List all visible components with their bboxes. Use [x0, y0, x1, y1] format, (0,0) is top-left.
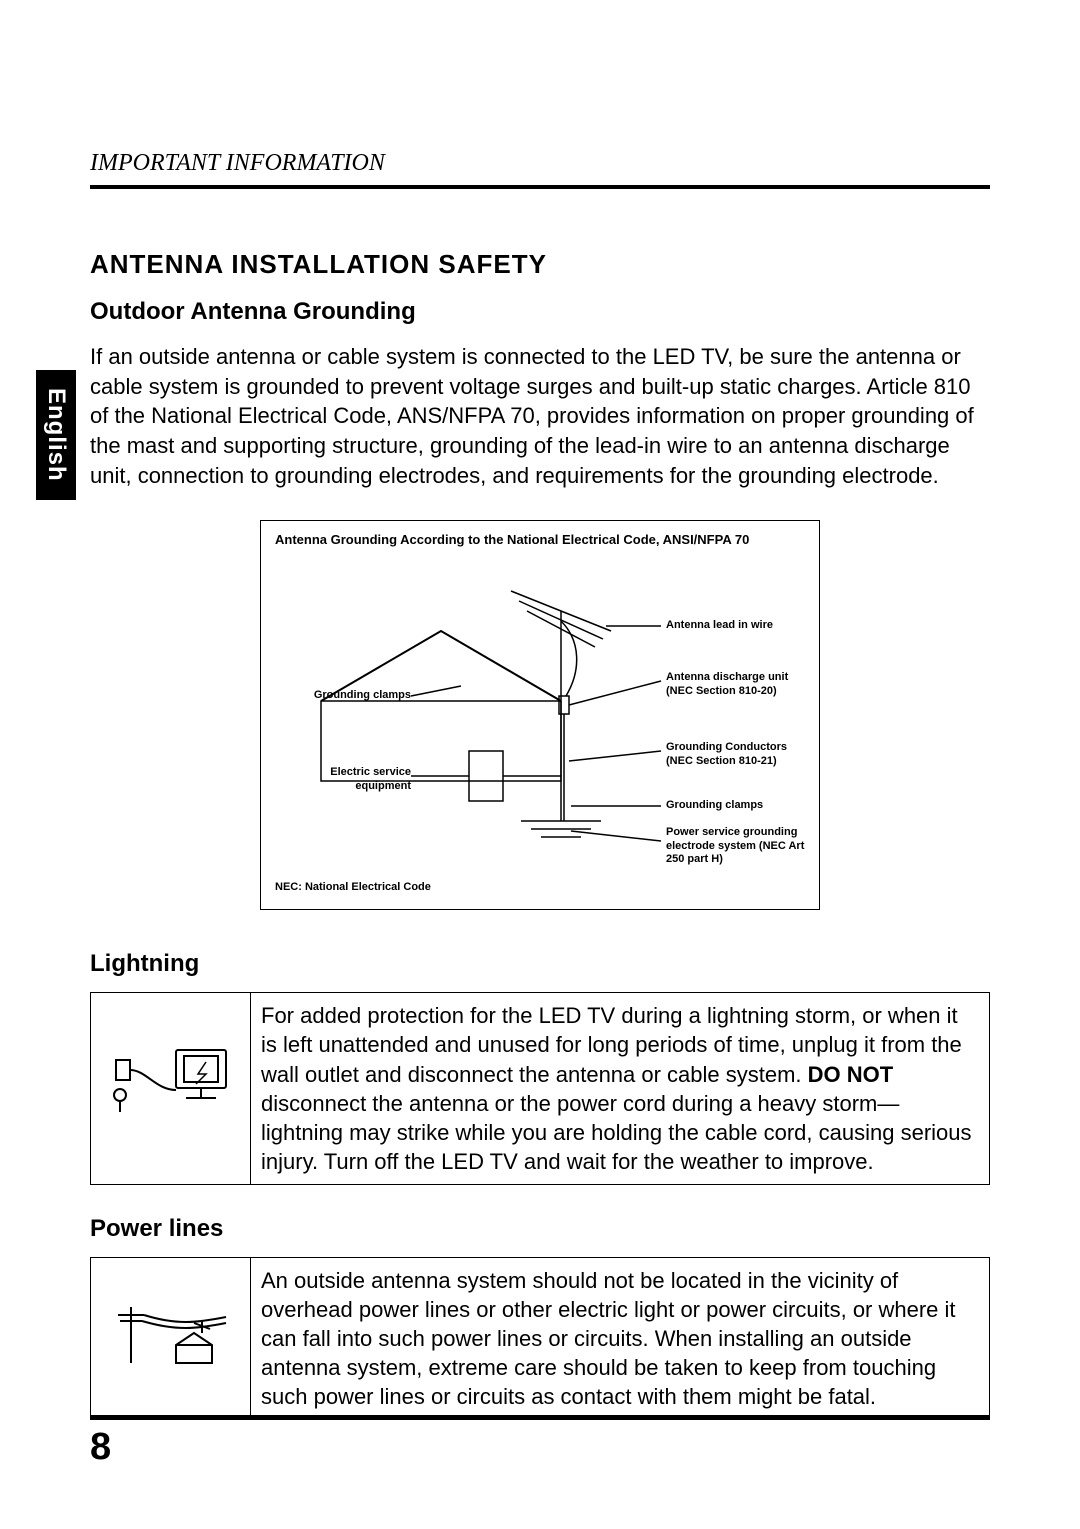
powerlines-title: Power lines [90, 1215, 990, 1243]
antenna-section-title: ANTENNA INSTALLATION SAFETY [90, 249, 990, 280]
lbl-power-service: Power service grounding electrode system… [666, 826, 816, 866]
antenna-body: If an outside antenna or cable system is… [90, 342, 990, 490]
lbl-gnd-clamps-right: Grounding clamps [666, 799, 763, 812]
header-rule [90, 185, 990, 189]
lbl-discharge: Antenna discharge unit (NEC Section 810-… [666, 671, 806, 697]
powerlines-text-cell: An outside antenna system should not be … [251, 1257, 990, 1419]
powerlines-text: An outside antenna system should not be … [261, 1268, 956, 1409]
lightning-icon-cell [91, 993, 251, 1184]
lightning-text-after: disconnect the antenna or the power cord… [261, 1091, 972, 1174]
lbl-lead-in: Antenna lead in wire [666, 619, 773, 632]
lightning-text-cell: For added protection for the LED TV duri… [251, 993, 990, 1184]
footer-rule [90, 1415, 990, 1419]
lightning-table: For added protection for the LED TV duri… [90, 992, 990, 1184]
page: English IMPORTANT INFORMATION ANTENNA IN… [0, 0, 1080, 1529]
lbl-nec: NEC: National Electrical Code [275, 881, 431, 894]
powerlines-icon [106, 1295, 236, 1375]
powerlines-table: An outside antenna system should not be … [90, 1257, 990, 1420]
powerlines-icon-cell [91, 1257, 251, 1419]
diagram-wrap: Antenna Grounding According to the Natio… [90, 520, 990, 910]
antenna-sub-title: Outdoor Antenna Grounding [90, 298, 990, 326]
header-title: IMPORTANT INFORMATION [90, 150, 990, 177]
lightning-title: Lightning [90, 950, 990, 978]
page-number: 8 [90, 1426, 111, 1469]
lbl-electric-service: Electric service equipment [311, 766, 411, 792]
language-tab: English [36, 370, 76, 500]
lightning-icon [106, 1040, 236, 1130]
lbl-gnd-clamps-left: Grounding clamps [301, 689, 411, 702]
lbl-gnd-conductors: Grounding Conductors (NEC Section 810-21… [666, 741, 806, 767]
lightning-bold: DO NOT [808, 1062, 894, 1087]
grounding-diagram: Antenna Grounding According to the Natio… [260, 520, 820, 910]
language-label: English [42, 388, 70, 482]
